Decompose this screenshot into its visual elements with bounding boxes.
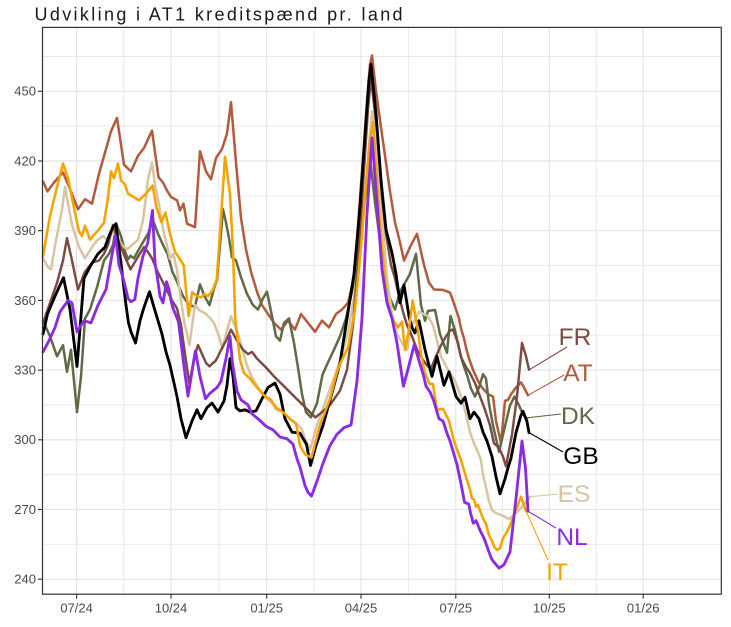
- svg-text:ES: ES: [558, 481, 591, 508]
- svg-text:GB: GB: [563, 443, 598, 470]
- svg-text:270: 270: [14, 502, 36, 517]
- svg-text:01/25: 01/25: [250, 601, 283, 616]
- svg-text:330: 330: [14, 363, 36, 378]
- svg-text:360: 360: [14, 293, 36, 308]
- svg-text:DK: DK: [561, 403, 596, 430]
- svg-text:420: 420: [14, 153, 36, 168]
- svg-text:04/25: 04/25: [345, 601, 378, 616]
- svg-text:300: 300: [14, 432, 36, 447]
- svg-text:IT: IT: [546, 559, 568, 586]
- svg-text:240: 240: [14, 572, 36, 587]
- svg-text:NL: NL: [556, 524, 587, 551]
- svg-text:07/24: 07/24: [60, 601, 93, 616]
- svg-text:10/25: 10/25: [533, 601, 566, 616]
- svg-text:FR: FR: [559, 324, 592, 351]
- svg-text:10/24: 10/24: [155, 601, 188, 616]
- svg-text:01/26: 01/26: [627, 601, 660, 616]
- svg-text:07/25: 07/25: [440, 601, 473, 616]
- svg-text:Udvikling i AT1 kreditspænd pr: Udvikling i AT1 kreditspænd pr. land: [35, 5, 405, 25]
- svg-text:AT: AT: [563, 360, 593, 387]
- svg-text:450: 450: [14, 84, 36, 99]
- svg-text:390: 390: [14, 223, 36, 238]
